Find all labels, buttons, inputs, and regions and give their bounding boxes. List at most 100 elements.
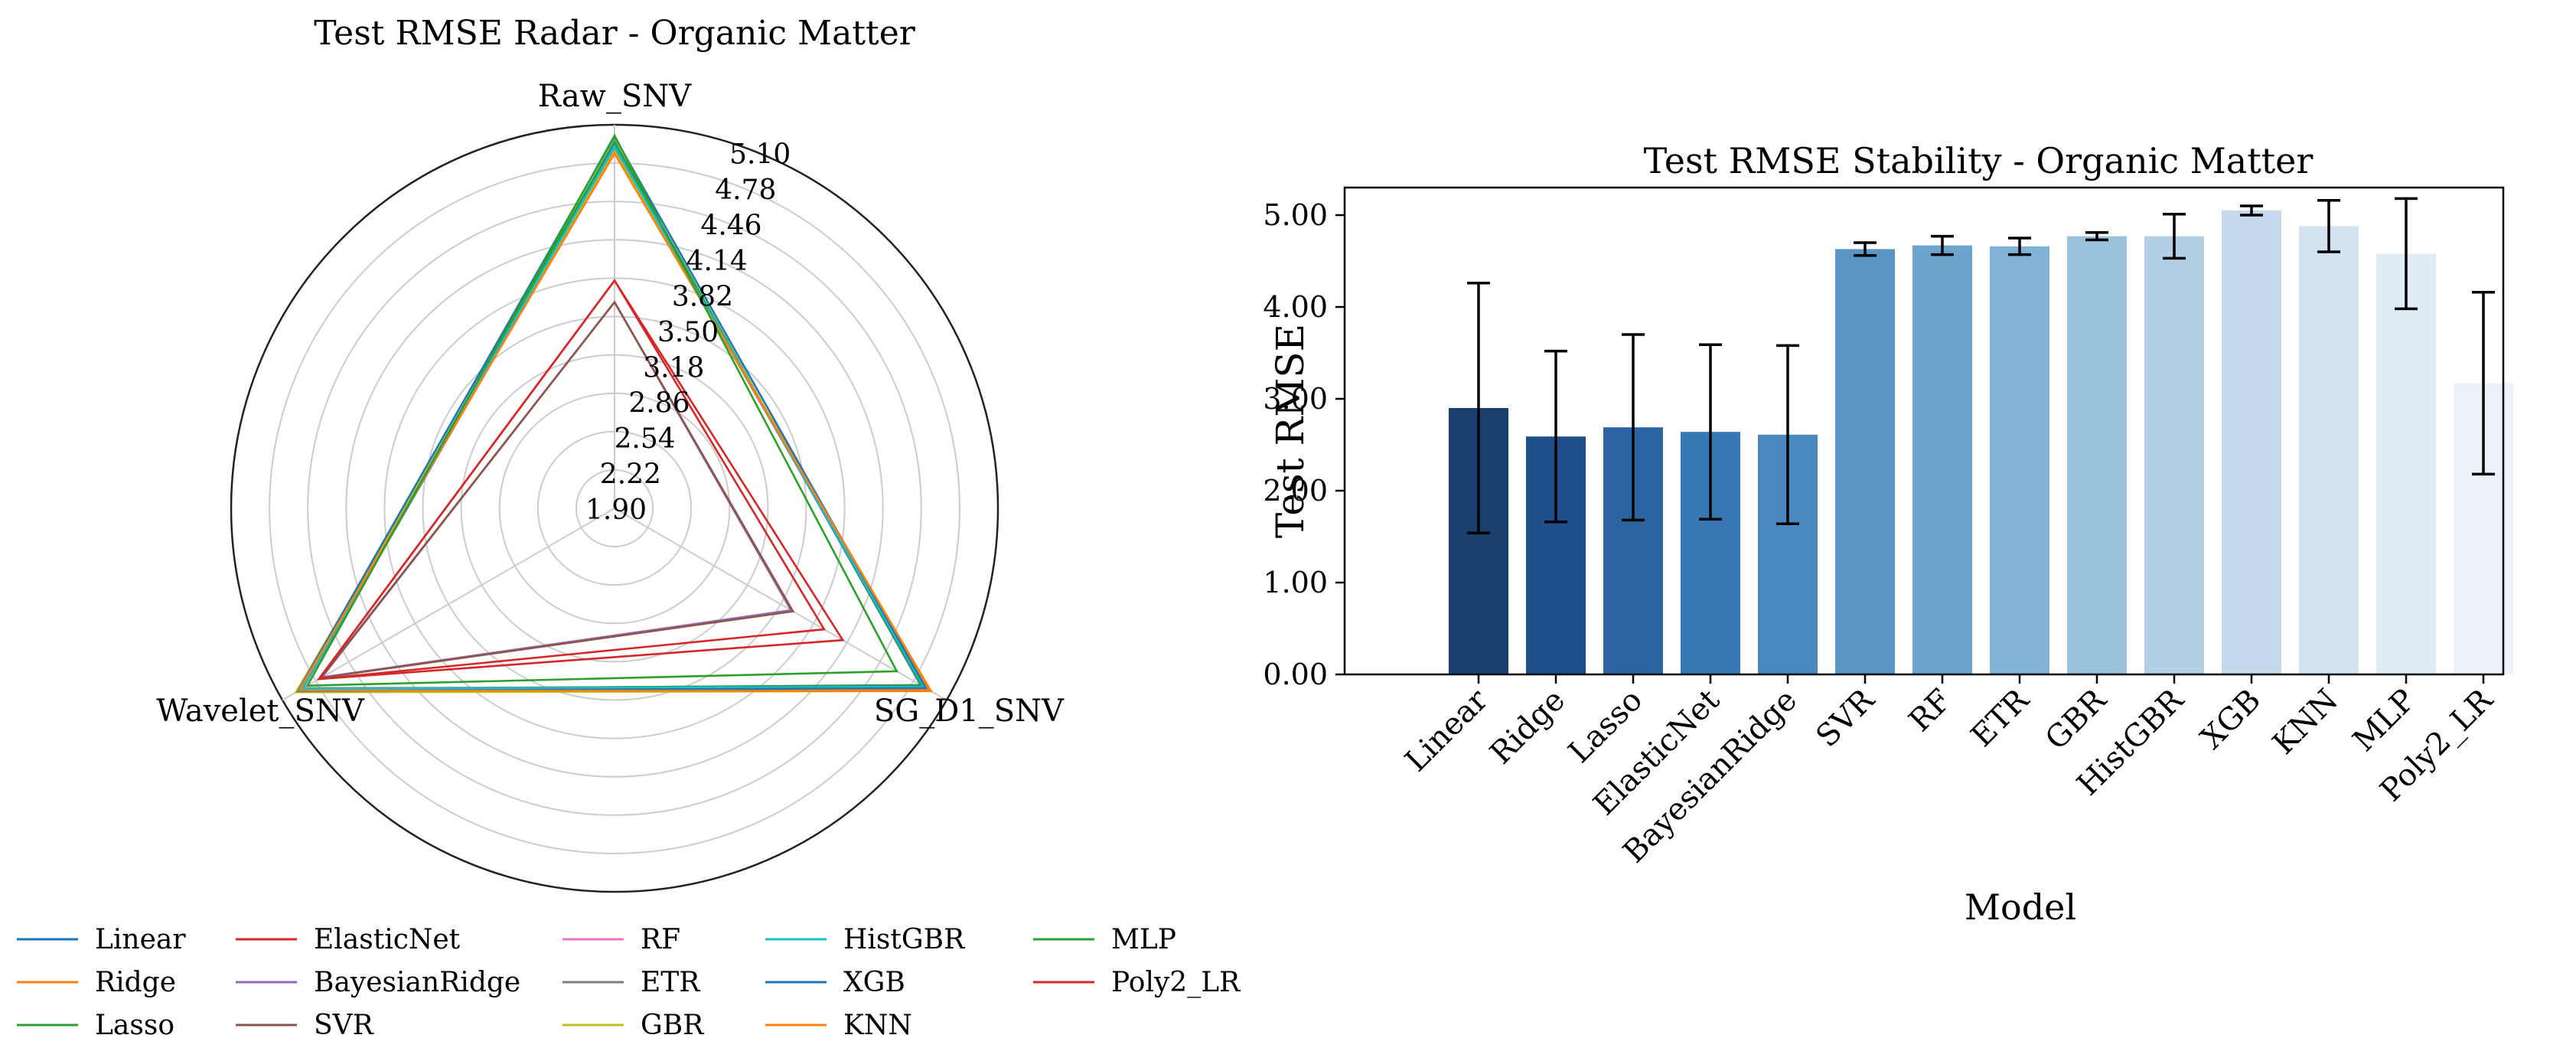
radar-grid — [230, 123, 999, 893]
y-tick-label: 3.00 — [1263, 382, 1328, 416]
legend-entry: MLP — [1033, 924, 1176, 955]
radar-series-svr — [318, 300, 795, 680]
x-tick-label: SVR — [1809, 681, 1882, 754]
y-tick-label: 2.00 — [1263, 474, 1328, 508]
radar-series-histgbr — [300, 144, 926, 690]
radar-tick-label: 2.54 — [615, 423, 676, 455]
radar-series-rf — [299, 146, 928, 690]
legend-entry: KNN — [765, 1010, 912, 1041]
legend-entry: RF — [562, 924, 680, 955]
bar-y-axis: 0.00 1.00 2.00 3.00 4.00 5.00 — [1263, 198, 1345, 691]
radar-series-knn — [297, 152, 933, 693]
radar-axis-label: SG_D1_SNV — [874, 694, 1065, 729]
radar-tick-label: 2.86 — [628, 388, 690, 420]
legend-label: Lasso — [95, 1010, 174, 1041]
x-tick-label: ETR — [1965, 681, 2037, 754]
radar-spoke — [614, 508, 947, 701]
bar-mlp — [2376, 253, 2436, 674]
radar-series-ridge — [296, 150, 931, 693]
bar-marks — [1449, 211, 2513, 675]
legend-entry: Poly2_LR — [1033, 967, 1241, 998]
radar-series-xgb — [296, 135, 928, 693]
radar-legend: Linear Ridge Lasso ElasticNet BayesianRidge S… — [17, 924, 1241, 1041]
plot-frame — [1343, 186, 2505, 676]
legend-label: GBR — [641, 1010, 704, 1041]
error-bar — [1622, 333, 1645, 522]
bar-histgbr — [2144, 236, 2204, 675]
legend-label: SVR — [314, 1010, 374, 1041]
error-bar — [1931, 234, 1954, 256]
radar-tick-labels: 1.90 2.22 2.542.86 3.18 3.50 3.82 4.14 4.46 4.78… — [585, 139, 791, 526]
legend-entry: XGB — [765, 967, 905, 998]
radar-axis-labels: Raw_SNV SG_D1_SNV Wavelet_SNV — [156, 79, 1065, 729]
x-axis-label: Model — [1965, 886, 2076, 928]
legend-entry: SVR — [236, 1010, 374, 1041]
legend-entry: HistGBR — [765, 924, 965, 955]
error-bar — [1776, 344, 1799, 525]
radar-tick-label: 1.90 — [585, 495, 647, 526]
error-bar — [2472, 291, 2495, 476]
bar-rf — [1912, 245, 1972, 675]
error-bar — [1544, 349, 1567, 524]
radar-tick-label: 4.78 — [715, 175, 776, 206]
error-bar — [1854, 241, 1877, 257]
radar-series-poly2-lr — [316, 279, 845, 681]
bar-chart: Test RMSE Stability - Organic Matter 0.0… — [1263, 140, 2513, 928]
legend-entry: Lasso — [17, 1010, 174, 1041]
error-bar — [2240, 204, 2263, 217]
bar-svr — [1835, 249, 1895, 674]
y-axis-label: Test RMSE — [1268, 324, 1312, 538]
legend-entry: ETR — [562, 967, 700, 998]
y-tick-label: 5.00 — [1263, 198, 1328, 232]
legend-label: ETR — [641, 967, 700, 998]
error-bar — [2008, 237, 2031, 256]
x-tick-label: Ridge — [1483, 683, 1572, 772]
error-bar — [2085, 231, 2108, 242]
radar-tick-label: 3.82 — [672, 281, 733, 312]
error-bar — [2163, 213, 2186, 260]
radar-spoke — [282, 508, 615, 701]
legend-label: RF — [641, 924, 680, 955]
error-bar — [1467, 282, 1490, 534]
legend-label: Poly2_LR — [1111, 967, 1241, 998]
radar-series — [294, 133, 933, 694]
legend-entry: ElasticNet — [236, 924, 461, 955]
y-tick-label: 4.00 — [1263, 290, 1328, 324]
legend-entry: Ridge — [17, 967, 176, 998]
error-bar — [2317, 199, 2340, 253]
radar-tick-label: 3.18 — [643, 352, 704, 384]
y-tick-label: 1.00 — [1263, 566, 1328, 599]
legend-label: KNN — [843, 1010, 912, 1041]
legend-label: XGB — [843, 967, 905, 998]
radar-series-gbr — [294, 149, 933, 694]
radar-series-linear — [299, 140, 923, 690]
legend-label: Ridge — [95, 967, 176, 998]
radar-tick-label: 2.22 — [600, 459, 661, 491]
legend-entry: Linear — [17, 924, 186, 955]
radar-tick-label: 4.46 — [700, 211, 761, 242]
legend-label: BayesianRidge — [314, 967, 520, 998]
legend-label: ElasticNet — [314, 924, 461, 955]
x-tick-label: Linear — [1398, 682, 1495, 779]
bar-gbr — [2067, 236, 2127, 675]
y-tick-label: 0.00 — [1263, 658, 1328, 691]
radar-title: Test RMSE Radar - Organic Matter — [314, 14, 916, 53]
legend-entry: BayesianRidge — [236, 967, 520, 998]
legend-entry: GBR — [562, 1010, 704, 1041]
radar-tick-label: 4.14 — [686, 246, 748, 277]
radar-series-mlp — [305, 133, 898, 687]
error-bar — [2395, 197, 2418, 311]
radar-series-lasso — [300, 139, 924, 690]
bar-error-bars — [1467, 197, 2495, 534]
radar-series-elasticnet — [316, 279, 827, 681]
radar-tick-label: 5.10 — [729, 139, 791, 171]
radar-tick-label: 3.50 — [657, 317, 719, 348]
x-tick-label: XGB — [2194, 683, 2268, 756]
radar-axis-label: Raw_SNV — [538, 79, 693, 114]
legend-label: Linear — [95, 924, 186, 955]
radar-chart: Test RMSE Radar - Organic Matter 1.90 2.2… — [156, 14, 1065, 893]
x-tick-label: KNN — [2266, 683, 2345, 762]
